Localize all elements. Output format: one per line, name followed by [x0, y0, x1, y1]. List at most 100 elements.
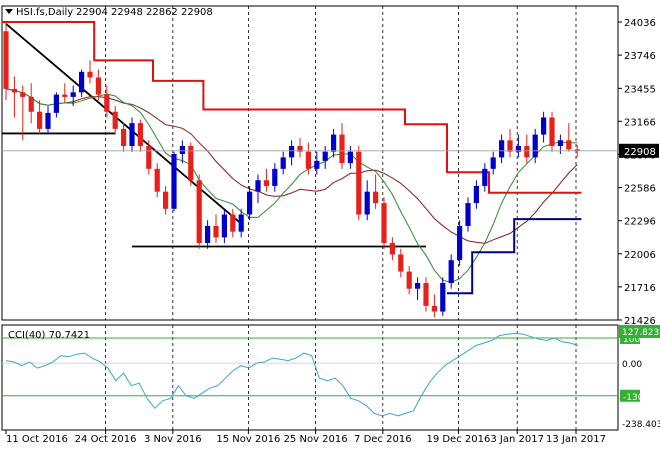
candle-body	[213, 225, 219, 238]
candlestick[interactable]	[381, 197, 387, 249]
candlestick[interactable]	[314, 151, 320, 175]
candle-body	[339, 134, 345, 164]
candlestick[interactable]	[104, 85, 110, 118]
candlestick[interactable]	[499, 134, 505, 164]
candlestick[interactable]	[179, 140, 185, 164]
candlestick[interactable]	[129, 117, 135, 152]
cci-panel[interactable]	[2, 332, 618, 417]
candlestick[interactable]	[205, 220, 211, 249]
candlestick[interactable]	[373, 174, 379, 209]
candlestick[interactable]	[440, 277, 446, 317]
candlestick[interactable]	[62, 83, 68, 103]
candlestick[interactable]	[297, 138, 303, 158]
candlestick[interactable]	[532, 128, 538, 164]
candlestick[interactable]	[465, 197, 471, 232]
candle-body	[171, 153, 177, 209]
candlestick[interactable]	[79, 69, 85, 97]
candlestick[interactable]	[524, 134, 530, 164]
candlestick[interactable]	[11, 76, 17, 118]
candlestick[interactable]	[37, 100, 43, 135]
candle-body	[154, 168, 160, 192]
candlestick[interactable]	[507, 128, 513, 158]
candle-body	[398, 254, 404, 272]
candlestick[interactable]	[171, 151, 177, 212]
candle-body	[112, 111, 118, 129]
candlestick[interactable]	[272, 163, 278, 192]
candlestick[interactable]	[255, 174, 261, 204]
grid-layer	[1, 5, 619, 431]
candle-body	[364, 191, 370, 215]
candlestick[interactable]	[28, 83, 34, 124]
candlestick[interactable]	[448, 254, 454, 289]
candlestick[interactable]	[305, 142, 311, 175]
candlestick[interactable]	[196, 174, 202, 249]
candlestick[interactable]	[482, 163, 488, 192]
date-label: 13 Jan 2017	[546, 434, 606, 445]
candlestick[interactable]	[339, 123, 345, 169]
candle-body	[448, 260, 454, 284]
candle-body	[389, 243, 395, 255]
cci-label: CCI(40) 70.7421	[8, 330, 90, 341]
candlestick[interactable]	[364, 180, 370, 221]
candlestick[interactable]	[112, 106, 118, 135]
date-label: 25 Nov 2016	[284, 434, 348, 445]
candlestick[interactable]	[431, 294, 437, 318]
candlestick[interactable]	[389, 237, 395, 261]
candle-body	[490, 157, 496, 169]
candlestick[interactable]	[20, 85, 26, 141]
collapse-triangle-icon[interactable]	[5, 9, 13, 14]
current-price-tag	[619, 143, 659, 158]
fast-moving-average-line	[5, 88, 578, 283]
candle-body	[37, 111, 43, 129]
price-panel[interactable]	[1, 21, 618, 318]
candlestick[interactable]	[490, 151, 496, 175]
candlestick[interactable]	[87, 60, 93, 84]
candlestick[interactable]	[263, 168, 269, 192]
candle-body	[541, 117, 547, 135]
candle-body	[62, 94, 68, 97]
candlestick[interactable]	[347, 145, 353, 169]
candle-body	[146, 145, 152, 169]
candle-body	[104, 94, 110, 112]
candlestick[interactable]	[121, 123, 127, 152]
candlestick[interactable]	[406, 265, 412, 295]
candlestick[interactable]	[221, 208, 227, 244]
candlestick[interactable]	[188, 142, 194, 186]
candlestick[interactable]	[70, 85, 76, 107]
candlestick[interactable]	[423, 277, 429, 312]
candlestick[interactable]	[53, 92, 59, 118]
candlestick[interactable]	[45, 106, 51, 134]
price-tick-label: 22586	[624, 184, 656, 195]
candlestick[interactable]	[549, 111, 555, 152]
candlestick[interactable]	[280, 151, 286, 175]
candlestick[interactable]	[331, 128, 337, 158]
candlestick[interactable]	[213, 214, 219, 244]
candlestick[interactable]	[398, 248, 404, 278]
candlestick[interactable]	[163, 185, 169, 215]
candlestick[interactable]	[356, 145, 362, 221]
candle-body	[179, 145, 185, 154]
candle-body	[499, 140, 505, 158]
candlestick[interactable]	[289, 140, 295, 166]
date-label: 7 Dec 2016	[354, 434, 412, 445]
candlestick[interactable]	[146, 140, 152, 175]
price-tick-label: 22296	[624, 217, 656, 228]
candlestick[interactable]	[566, 123, 572, 152]
candlestick[interactable]	[238, 208, 244, 238]
candlestick[interactable]	[457, 220, 463, 266]
candlestick[interactable]	[515, 134, 521, 158]
candlestick[interactable]	[247, 185, 253, 221]
candlestick[interactable]	[473, 180, 479, 209]
candlestick[interactable]	[3, 22, 9, 101]
candlestick[interactable]	[230, 208, 236, 238]
candlestick[interactable]	[322, 145, 328, 169]
candlestick[interactable]	[137, 119, 143, 152]
candlestick[interactable]	[95, 69, 101, 101]
price-tick-label: 24036	[624, 18, 656, 29]
candle-body	[566, 140, 572, 150]
candlestick[interactable]	[415, 277, 421, 301]
candle-body	[196, 180, 202, 244]
candlestick[interactable]	[541, 111, 547, 143]
candlestick[interactable]	[154, 163, 160, 198]
